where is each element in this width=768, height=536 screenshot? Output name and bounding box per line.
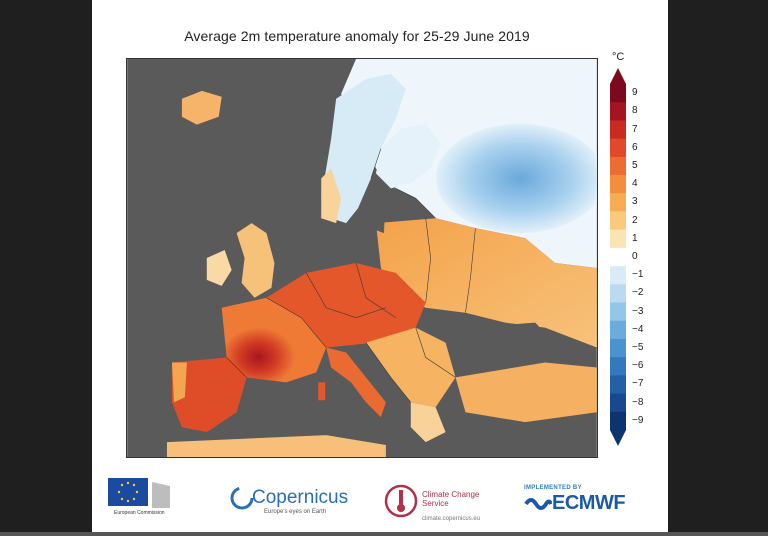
- figure-panel: Average 2m temperature anomaly for 25-29…: [92, 0, 668, 536]
- colorbar-tick-label: 3: [632, 196, 638, 208]
- colorbar: [610, 68, 626, 446]
- c3s-title: Climate Change Service: [422, 490, 480, 508]
- colorbar-tick-label: 1: [632, 232, 638, 244]
- colorbar-unit: °C: [612, 51, 625, 63]
- colorbar-tick-label: −3: [632, 305, 644, 317]
- colorbar-tick-label: 0: [632, 251, 638, 262]
- colorbar-segment: [610, 156, 626, 176]
- hot-anomaly-region: [221, 297, 327, 383]
- colorbar-segment: [610, 229, 626, 249]
- map-title: Average 2m temperature anomaly for 25-29…: [184, 28, 530, 44]
- temperature-anomaly-map: [126, 58, 598, 458]
- colorbar-segment: [610, 375, 626, 395]
- colorbar-top-arrow: [610, 68, 626, 84]
- colorbar-segment: [610, 302, 626, 322]
- colorbar-segment: [610, 175, 626, 194]
- colorbar-tick-label: 8: [632, 105, 638, 117]
- colorbar-segment: [610, 193, 626, 212]
- colorbar-tick-label: −9: [632, 414, 644, 426]
- colorbar-segment: [610, 411, 626, 431]
- colorbar-tick-label: 9: [632, 87, 638, 99]
- colorbar-tick-label: 6: [632, 141, 638, 153]
- colorbar-segment: [610, 138, 626, 158]
- colorbar-segment: [610, 338, 626, 358]
- copernicus-tagline: Europe's eyes on Earth: [264, 509, 327, 515]
- colorbar-tick-label: 4: [632, 178, 638, 190]
- colorbar-bottom-arrow: [610, 430, 626, 446]
- c3s-thermometer-icon: [384, 484, 418, 518]
- eu-caption: European Commission: [114, 510, 165, 516]
- colorbar-segment: [610, 320, 626, 340]
- colorbar-segment: [610, 211, 626, 231]
- colorbar-tick-label: −6: [632, 360, 644, 372]
- ecmwf-implemented-label: IMPLEMENTED BY: [524, 485, 582, 491]
- left-margin: [0, 0, 92, 536]
- colorbar-segment: [610, 120, 626, 140]
- colorbar-tick-label: −4: [632, 323, 644, 335]
- colorbar-tick-label: 7: [632, 123, 638, 135]
- colorbar-tick-label: −2: [632, 287, 644, 299]
- colorbar-segment: [610, 102, 626, 121]
- copernicus-name: Copernicus: [252, 487, 349, 508]
- colorbar-tick-label: 5: [632, 159, 638, 171]
- colorbar-tick-label: 2: [632, 214, 638, 226]
- colorbar-tick-label: −7: [632, 378, 644, 390]
- colorbar-segment: [610, 284, 626, 304]
- cool-anomaly-region: [435, 123, 597, 234]
- colorbar-segment: [610, 393, 626, 413]
- colorbar-segment: [610, 247, 626, 267]
- colorbar-segment: [610, 84, 626, 103]
- country-borders: [226, 148, 476, 403]
- copernicus-logo-icon: [230, 486, 254, 510]
- eu-flag-icon: [108, 478, 170, 508]
- colorbar-segment: [610, 266, 626, 285]
- ecmwf-logo-icon: [524, 498, 552, 510]
- bottom-strip: [0, 532, 768, 536]
- colorbar-tick-label: −1: [632, 269, 644, 281]
- colorbar-tick-label: −5: [632, 342, 644, 354]
- colorbar-segment: [610, 357, 626, 376]
- right-margin: [668, 0, 768, 536]
- c3s-url: climate.copernicus.eu: [422, 516, 481, 522]
- colorbar-tick-label: −8: [632, 396, 644, 408]
- ecmwf-name: ECMWF: [552, 492, 626, 514]
